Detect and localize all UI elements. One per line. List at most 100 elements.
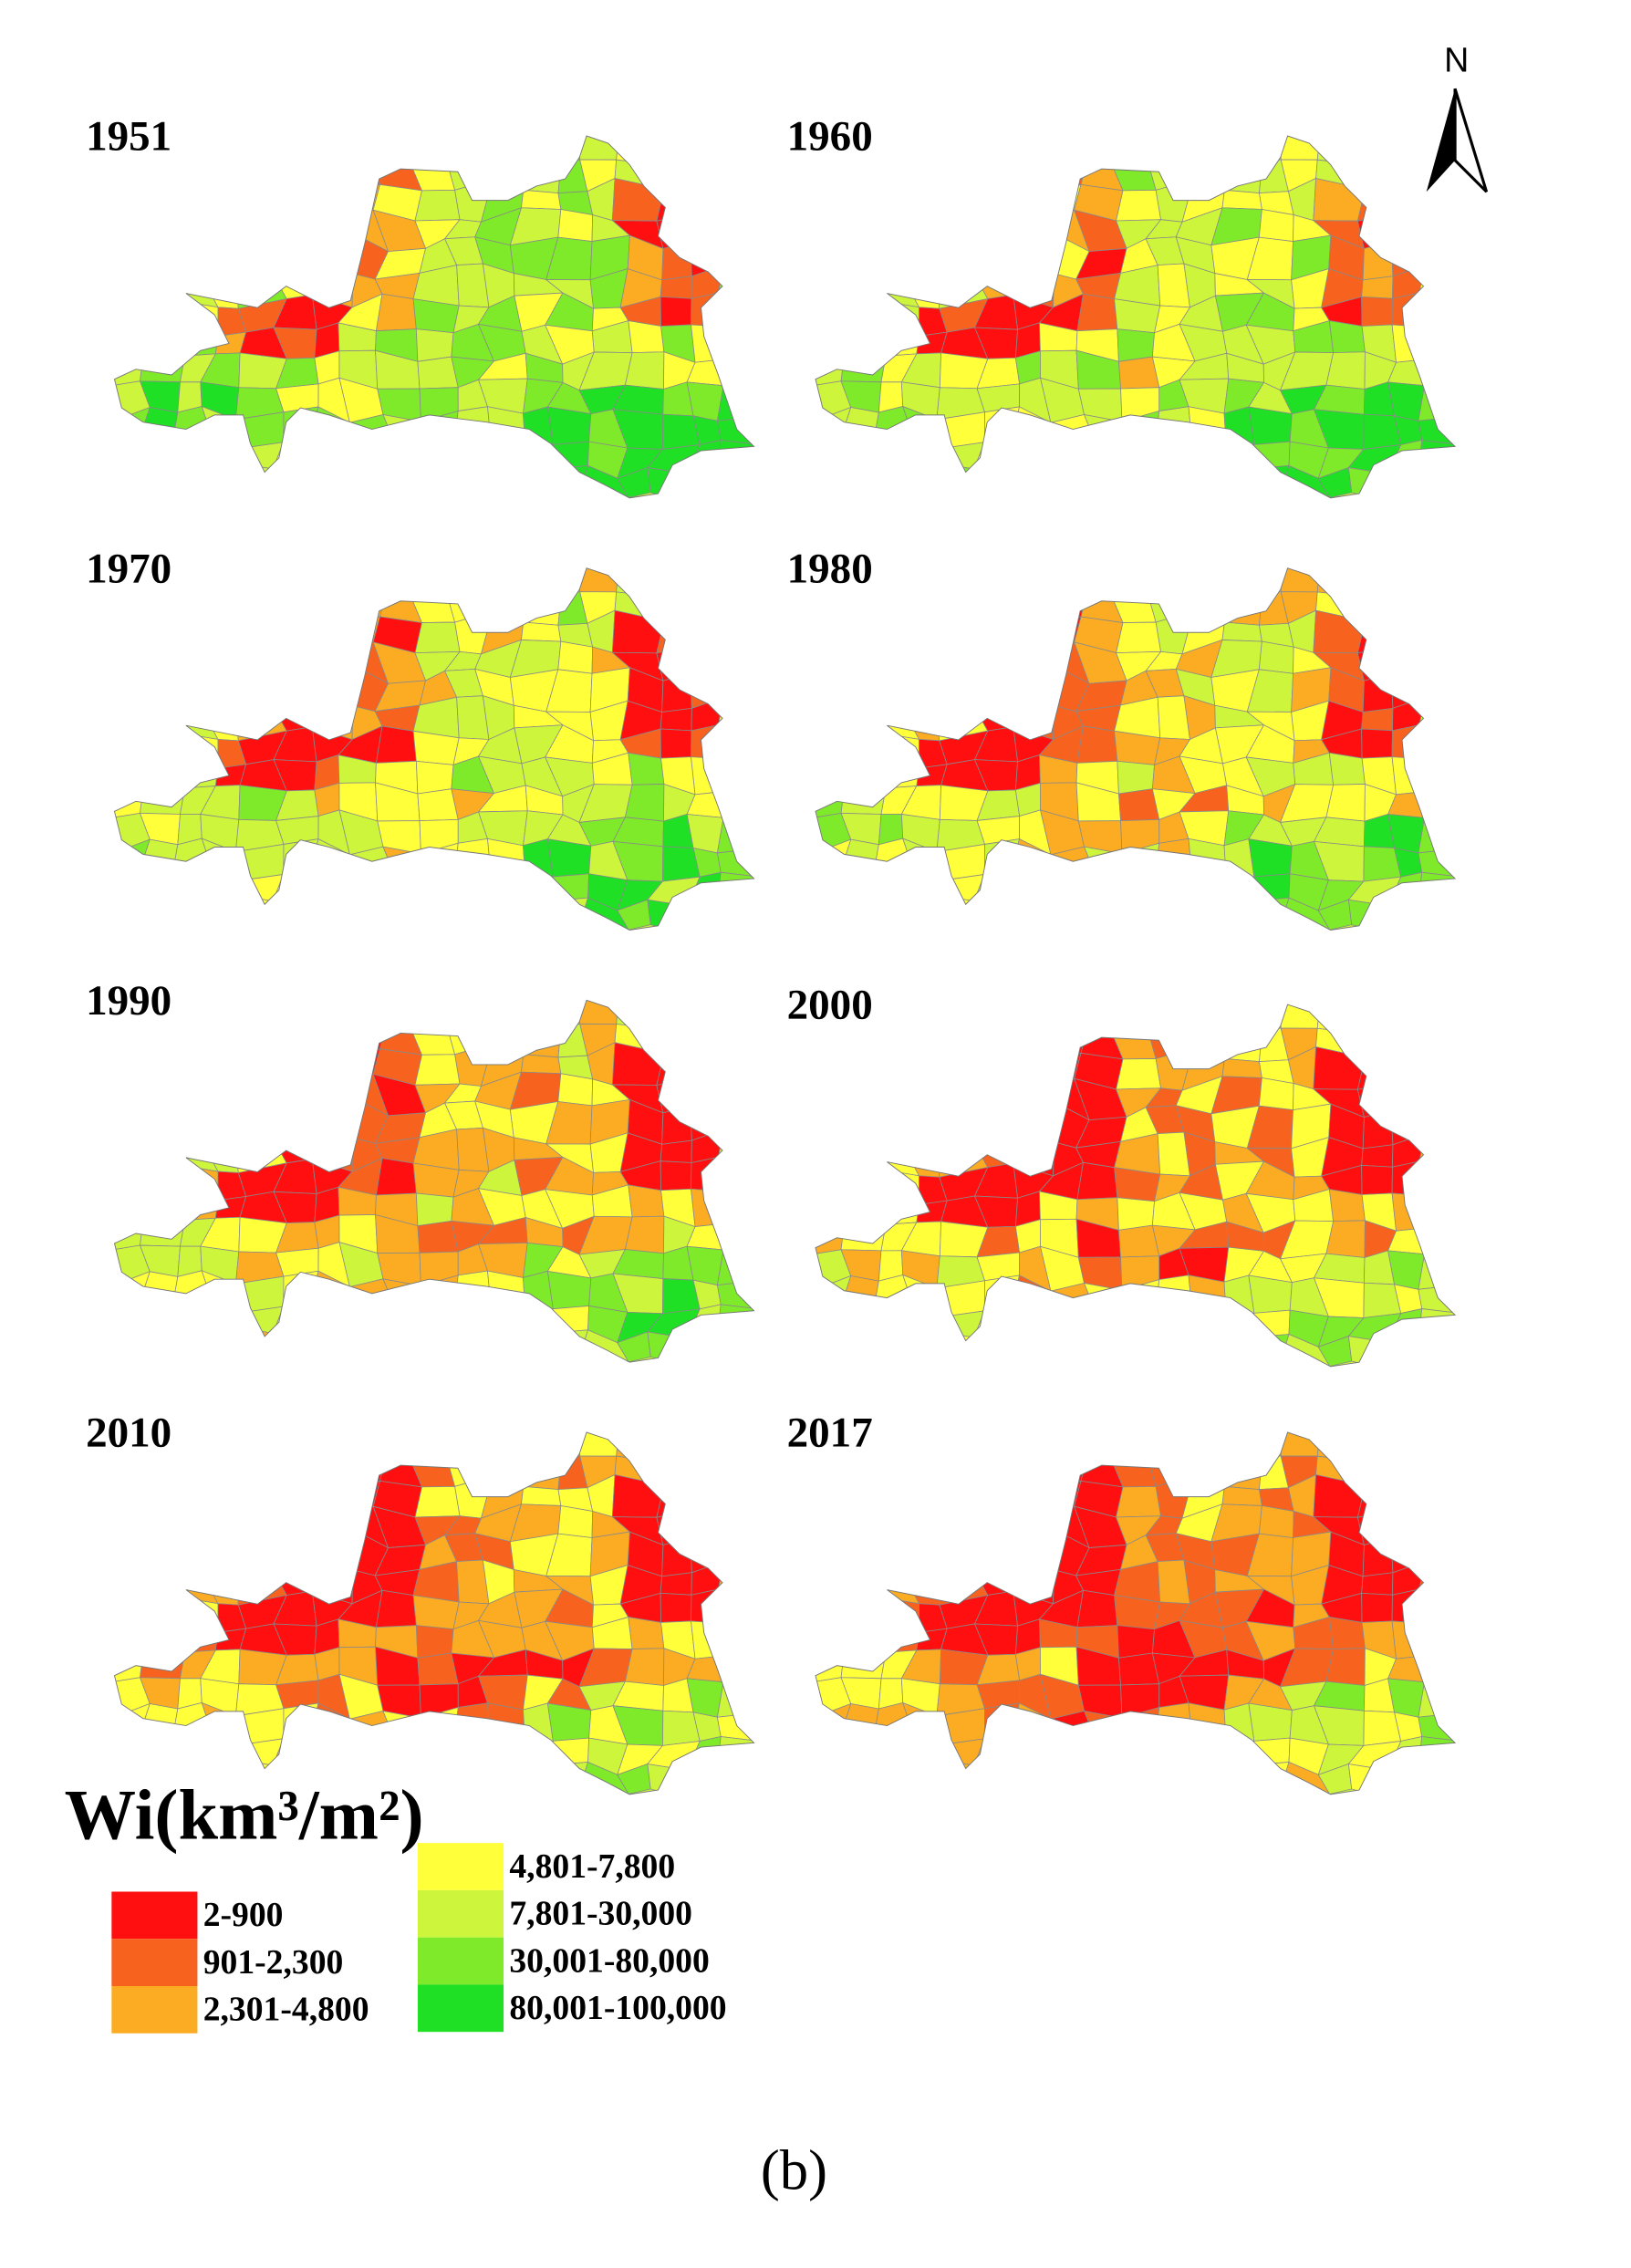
map-region (1221, 136, 1262, 163)
map-region (272, 468, 310, 498)
map-region (375, 1589, 417, 1628)
map-region (283, 1270, 319, 1309)
map-region (182, 674, 211, 713)
map-region (234, 241, 286, 279)
map-region (447, 1432, 493, 1462)
map-region (937, 896, 991, 931)
map-region (382, 846, 424, 885)
map-region (1452, 753, 1456, 792)
map (816, 567, 1456, 931)
map-region (914, 463, 947, 498)
map-region (763, 208, 798, 247)
map-region (417, 1220, 459, 1254)
map-region (651, 567, 694, 597)
map-region (1463, 1104, 1499, 1149)
map-region (1465, 1675, 1502, 1714)
map-region (816, 1308, 847, 1349)
map-region (167, 471, 216, 498)
map-region (874, 1432, 905, 1453)
map-region (114, 1702, 151, 1741)
map-region (936, 1708, 985, 1744)
map-region (1080, 1732, 1126, 1769)
map-region (1455, 1308, 1456, 1349)
map-region (448, 442, 492, 468)
map-region (691, 1156, 726, 1192)
map-region (1013, 666, 1059, 707)
map-region (1190, 1313, 1227, 1336)
map-region (1387, 1763, 1426, 1795)
map-region (717, 440, 754, 468)
map-region (717, 871, 754, 900)
map-region (717, 1304, 754, 1332)
map-region (751, 1184, 754, 1224)
map-region (1221, 161, 1262, 194)
map-region (691, 1188, 726, 1228)
map-region (765, 467, 799, 505)
map-region (410, 136, 449, 165)
map-region (716, 385, 754, 421)
map-outline (113, 135, 755, 499)
map-region (833, 1620, 887, 1655)
map-region (691, 324, 726, 363)
map-region (935, 653, 991, 683)
map-region (489, 444, 526, 467)
map-region (909, 1076, 950, 1120)
map-region (1117, 356, 1160, 390)
map-region (971, 136, 1023, 153)
map-region (410, 1432, 449, 1462)
map-region (1418, 1650, 1456, 1691)
map-region (691, 1432, 728, 1461)
map-region (1148, 1432, 1195, 1462)
map-region (213, 895, 245, 931)
map-region (902, 136, 954, 165)
map-region (557, 1073, 594, 1107)
map-region (1452, 785, 1456, 827)
map-region (1419, 1432, 1456, 1460)
map-region (684, 215, 733, 242)
map-region (835, 641, 886, 675)
map-region (414, 898, 453, 931)
map-outline (815, 567, 1457, 931)
map-region (1190, 1741, 1227, 1763)
map-region (1258, 640, 1294, 674)
map-region (839, 1736, 884, 1776)
map-region (816, 296, 848, 334)
map-region (909, 1503, 950, 1548)
map-region (175, 1628, 219, 1653)
map-panel: 1970 (86, 545, 755, 931)
map-region (559, 1432, 581, 1460)
map-region (719, 582, 754, 625)
legend: 2-900 901-2,300 2,301-4,800 4,801-7,800 7,80… (111, 1843, 727, 2034)
map-region (1072, 1337, 1127, 1367)
map-region (236, 1445, 287, 1490)
map-region (816, 727, 848, 765)
map-region (1455, 1284, 1456, 1314)
map-region (1418, 320, 1456, 361)
map-region (1423, 1076, 1456, 1117)
map-region (1115, 442, 1157, 473)
map-outline (815, 135, 1457, 499)
map-region (273, 1537, 319, 1573)
map-region (546, 1702, 592, 1742)
map-region (1418, 1335, 1456, 1367)
map-region (902, 1004, 954, 1034)
map-region (114, 474, 146, 498)
map-region (175, 300, 219, 337)
map-region (835, 614, 880, 644)
map-region (234, 1085, 290, 1116)
map-region (945, 873, 985, 902)
map-region (1008, 1343, 1044, 1367)
map-region (873, 1306, 917, 1348)
map-region (1386, 619, 1435, 650)
map-region (1418, 871, 1456, 900)
map-region (1391, 1620, 1427, 1659)
map-region (716, 1617, 754, 1658)
map-region (1016, 1432, 1053, 1460)
map-region (1008, 1732, 1044, 1774)
map-region (716, 1279, 754, 1309)
map-region (1258, 1504, 1294, 1538)
map-region (816, 781, 845, 819)
map-region (525, 443, 554, 470)
map-region (719, 1446, 754, 1490)
map-region (616, 567, 657, 597)
